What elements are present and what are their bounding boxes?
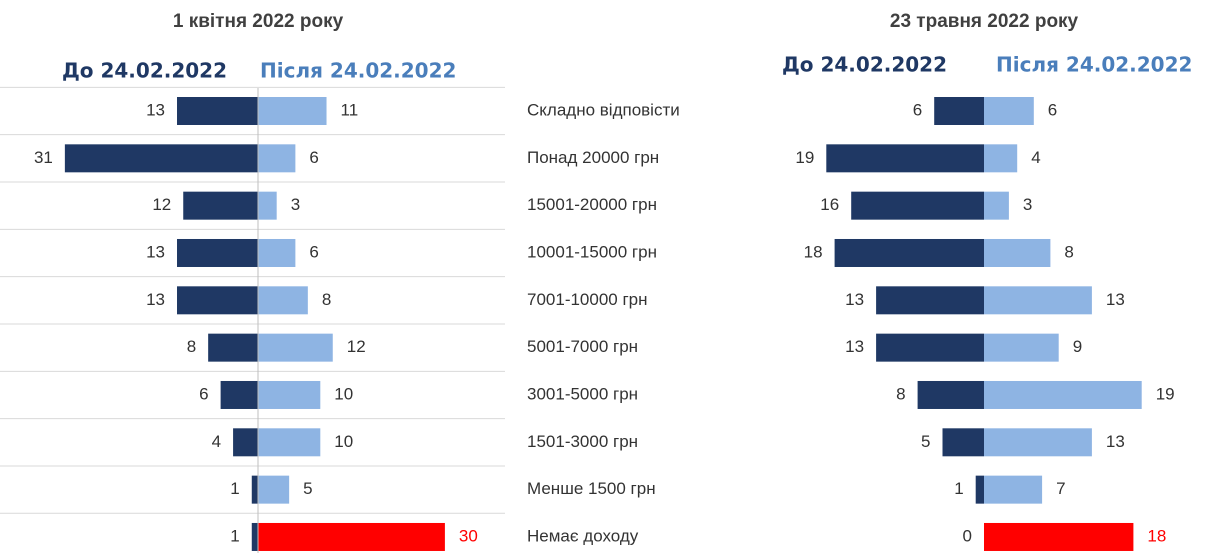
- value-label: 9: [1073, 337, 1082, 356]
- bar: [258, 191, 277, 220]
- value-label: 7: [1056, 479, 1065, 498]
- value-label: 5: [303, 479, 312, 498]
- value-label: 4: [212, 432, 221, 451]
- value-label: 6: [199, 384, 208, 403]
- bar: [984, 286, 1092, 315]
- value-label: 16: [820, 195, 839, 214]
- value-label: 13: [146, 290, 165, 309]
- value-label: 1: [954, 479, 963, 498]
- value-label: 8: [187, 337, 196, 356]
- value-label: 19: [795, 148, 814, 167]
- bar: [258, 522, 445, 551]
- value-label: 12: [347, 337, 366, 356]
- bar: [984, 238, 1051, 267]
- bar: [917, 380, 984, 409]
- bar: [258, 380, 321, 409]
- value-label: 10: [334, 432, 353, 451]
- value-label: 18: [1147, 526, 1166, 545]
- category-label: 7001-10000 грн: [527, 290, 648, 309]
- value-label: 13: [1106, 432, 1125, 451]
- legend-entry: До 24.02.2022: [62, 59, 227, 83]
- value-label: 5: [921, 432, 930, 451]
- bar: [258, 475, 290, 504]
- value-label: 10: [334, 384, 353, 403]
- value-label: 11: [341, 100, 359, 119]
- category-label: 15001-20000 грн: [527, 195, 657, 214]
- bar: [984, 97, 1034, 125]
- category-label: 1501-3000 грн: [527, 432, 638, 451]
- value-label: 13: [146, 242, 165, 261]
- bar: [177, 97, 258, 125]
- value-label: 0: [963, 526, 972, 545]
- category-label: 3001-5000 грн: [527, 384, 638, 403]
- value-label: 13: [845, 337, 864, 356]
- chart-title: 23 травня 2022 року: [890, 11, 1079, 32]
- value-label: 6: [309, 242, 318, 261]
- value-label: 31: [34, 148, 53, 167]
- value-label: 8: [1064, 242, 1073, 261]
- bar: [220, 380, 258, 409]
- value-label: 8: [322, 290, 331, 309]
- bar: [876, 333, 984, 362]
- bar: [984, 428, 1092, 457]
- bar: [984, 380, 1142, 409]
- value-label: 3: [291, 195, 300, 214]
- bar: [258, 238, 296, 267]
- bar: [942, 428, 984, 457]
- value-label: 6: [1048, 100, 1057, 119]
- bar: [258, 97, 327, 125]
- bar: [984, 191, 1009, 220]
- value-label: 6: [309, 148, 318, 167]
- bar: [826, 144, 984, 173]
- category-label: Складно відповісти: [527, 100, 680, 119]
- bar: [984, 333, 1059, 362]
- value-label: 1: [230, 526, 239, 545]
- bar: [851, 191, 984, 220]
- bar: [984, 144, 1018, 173]
- bar: [208, 333, 258, 362]
- value-label: 18: [804, 242, 823, 261]
- value-label: 13: [146, 100, 165, 119]
- category-label: Менше 1500 грн: [527, 479, 656, 498]
- bar: [258, 286, 308, 315]
- bar: [233, 428, 258, 457]
- bar: [251, 475, 258, 504]
- bar: [258, 428, 321, 457]
- value-label: 4: [1031, 148, 1040, 167]
- value-label: 3: [1023, 195, 1032, 214]
- value-label: 30: [459, 526, 478, 545]
- category-label: Немає доходу: [527, 526, 639, 545]
- value-label: 6: [913, 100, 922, 119]
- bar: [258, 144, 296, 173]
- bar: [183, 191, 258, 220]
- bar: [984, 475, 1043, 504]
- category-label: Понад 20000 грн: [527, 148, 659, 167]
- category-label: 5001-7000 грн: [527, 337, 638, 356]
- bar: [834, 238, 984, 267]
- value-label: 8: [896, 384, 905, 403]
- bar: [984, 522, 1134, 551]
- value-label: 13: [845, 290, 864, 309]
- bar: [251, 522, 258, 551]
- chart-title: 1 квітня 2022 року: [173, 11, 344, 32]
- bar: [258, 333, 333, 362]
- legend-entry: Після 24.02.2022: [260, 59, 456, 83]
- bar: [64, 144, 259, 173]
- bar: [876, 286, 984, 315]
- bar: [934, 97, 984, 125]
- value-label: 1: [230, 479, 239, 498]
- category-label: 10001-15000 грн: [527, 242, 657, 261]
- bar: [177, 286, 258, 315]
- value-label: 13: [1106, 290, 1125, 309]
- value-label: 19: [1156, 384, 1175, 403]
- bar: [975, 475, 984, 504]
- value-label: 12: [152, 195, 171, 214]
- legend-entry: Після 24.02.2022: [996, 53, 1192, 77]
- legend-entry: До 24.02.2022: [782, 53, 947, 77]
- bar: [177, 238, 258, 267]
